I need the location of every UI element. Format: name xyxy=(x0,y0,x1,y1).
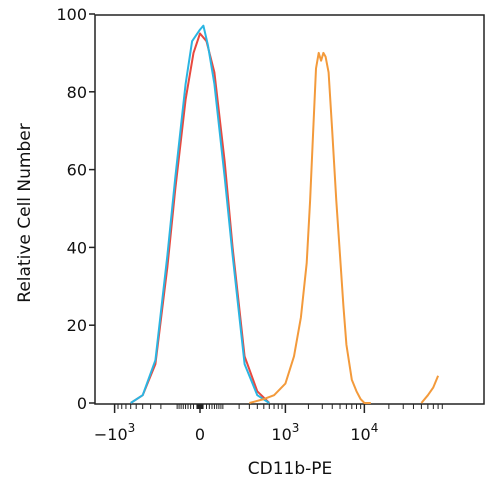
x-tick-label-3: 104 xyxy=(350,421,378,444)
x-axis: −103 0 103 104 xyxy=(94,404,443,444)
series-line-1 xyxy=(130,24,270,404)
series-line-2 xyxy=(249,51,371,404)
y-tick-label-60: 60 xyxy=(67,161,87,180)
series-line-3 xyxy=(420,375,440,404)
y-tick-label-100: 100 xyxy=(56,5,87,24)
x-tick-label-0: −103 xyxy=(94,421,135,444)
y-axis-title: Relative Cell Number xyxy=(15,123,35,302)
y-tick-label-40: 40 xyxy=(67,238,87,257)
y-tick-label-80: 80 xyxy=(67,83,87,102)
y-axis: 0 20 40 60 80 100 xyxy=(56,5,95,413)
y-tick-label-20: 20 xyxy=(67,316,87,335)
x-axis-title: CD11b-PE xyxy=(248,459,333,479)
x-tick-label-2: 103 xyxy=(271,421,299,444)
series-layer xyxy=(130,24,440,404)
x-tick-label-1: 0 xyxy=(195,425,205,444)
plot-area xyxy=(94,14,485,405)
y-tick-label-0: 0 xyxy=(77,394,87,413)
